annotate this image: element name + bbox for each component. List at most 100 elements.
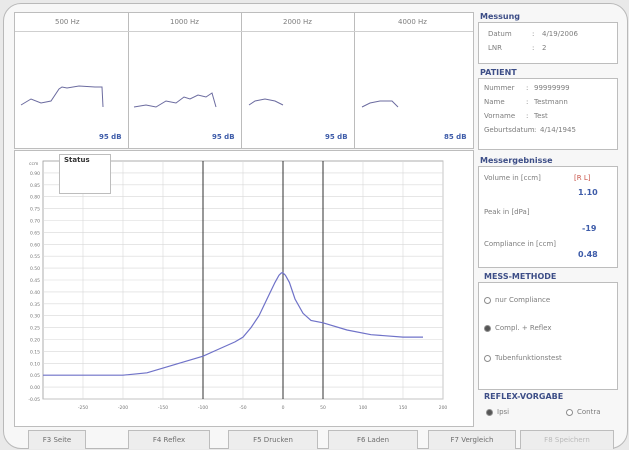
radio-label: Tubenfunktionstest [495,354,562,362]
reflex-db-value: 85 dB [444,133,467,141]
f7-vergleich-button[interactable]: F7 Vergleich [428,430,516,449]
radio-label: Compl. + Reflex [495,324,552,332]
y-tick-label: 0.60 [30,242,40,248]
radio-indicator [566,408,573,416]
volume-label: Volume in [ccm] [484,174,541,182]
radio-label: nur Compliance [495,296,551,304]
reflex-test-4000: 4000 Hz 85 dB [354,13,473,148]
x-tick-label: -50 [239,405,246,411]
y-tick-label: 0.45 [30,278,40,284]
reflex-curve [133,92,217,108]
x-tick-label: 200 [439,405,448,411]
y-tick-label: 0.20 [30,338,40,344]
y-tick-label: 0.05 [30,373,40,379]
reflex-freq-label: 1000 Hz [170,18,199,26]
nummer-value: 99999999 [534,84,570,92]
radio-label: Ipsi [497,408,510,416]
y-tick-label: 0.75 [30,207,40,213]
y-tick-label: -0.05 [28,397,40,403]
x-tick-label: 100 [359,405,368,411]
reflex-db-value: 95 dB [212,133,235,141]
radio-label: Contra [577,408,601,416]
tympanogram-chart: 0.90 0.85 0.80 0.75 0.70 0.65 0.60 0.55 0.50 0.45… [14,150,474,427]
x-tick-label: -100 [198,405,208,411]
nummer-label: Nummer [484,84,515,92]
datum-label: Datum [488,30,512,38]
volume-side-label: [R L] [574,174,591,182]
peak-label: Peak in [dPa] [484,208,530,216]
x-tick-label: -150 [158,405,168,411]
geburtsdatum-label: Geburtsdatum [484,126,535,134]
f8-speichern-button[interactable]: F8 Speichern [520,430,614,449]
reflex-vorgabe-panel: REFLEX-VORGABE Ipsi Contra [478,392,618,428]
f6-laden-button[interactable]: F6 Laden [328,430,418,449]
datum-value: 4/19/2006 [542,30,578,38]
reflex-freq-label: 2000 Hz [283,18,312,26]
lnr-label: LNR [488,44,502,52]
radio-compl-reflex[interactable]: Compl. + Reflex [484,324,552,332]
radio-indicator [484,354,491,362]
y-tick-label: 0.70 [30,219,40,225]
radio-tubenfunktionstest[interactable]: Tubenfunktionstest [484,354,562,362]
lnr-value: 2 [542,44,547,52]
y-tick-label: 0.00 [30,385,40,391]
y-axis-label: ccm [29,162,38,167]
x-tick-label: -200 [118,405,128,411]
radio-ipsi[interactable]: Ipsi [486,408,509,416]
peak-value: -19 [582,224,597,233]
radio-indicator [484,324,491,332]
compliance-value: 0.48 [578,250,598,259]
reflex-db-value: 95 dB [99,133,122,141]
vorname-label: Vorname [484,112,516,120]
y-tick-label: 0.25 [30,326,40,332]
reflex-panel: 500 Hz 95 dB 1000 Hz 95 dB 2000 Hz 95 dB… [14,12,474,149]
f4-reflex-button[interactable]: F4 Reflex [128,430,210,449]
compliance-label: Compliance in [ccm] [484,240,557,248]
radio-contra[interactable]: Contra [566,408,601,416]
y-tick-label: 0.30 [30,314,40,320]
reflex-curve [20,85,104,108]
methode-panel: MESS-METHODE nur Compliance Compl. + Ref… [478,272,618,390]
x-tick-label: -250 [78,405,88,411]
y-tick-label: 0.55 [30,254,40,260]
reflex-db-value: 95 dB [325,133,348,141]
radio-nur-compliance[interactable]: nur Compliance [484,296,550,304]
y-tick-label: 0.10 [30,361,40,367]
f3-seite-button[interactable]: F3 Seite [28,430,86,449]
y-tick-label: 0.40 [30,290,40,296]
radio-indicator [486,408,493,416]
chart-svg: 0.90 0.85 0.80 0.75 0.70 0.65 0.60 0.55 0.50 0.45… [28,160,448,411]
y-tick-label: 0.15 [30,349,40,355]
results-title: Messergebnisse [480,156,553,165]
y-tick-label: 0.65 [30,230,40,236]
results-panel: Messergebnisse Volume in [ccm] [R L] 1.1… [478,156,618,268]
geburtsdatum-value: 4/14/1945 [540,126,576,134]
y-tick-label: 0.80 [30,195,40,201]
name-label: Name [484,98,505,106]
reflex-test-500: 500 Hz 95 dB [15,13,129,148]
reflex-test-1000: 1000 Hz 95 dB [128,13,242,148]
compliance-curve [43,272,423,376]
status-label: Status [64,156,90,164]
volume-value: 1.10 [578,188,598,197]
radio-indicator [484,296,491,304]
app-window: 500 Hz 95 dB 1000 Hz 95 dB 2000 Hz 95 dB… [3,3,628,449]
methode-title: MESS-METHODE [484,272,557,281]
reflex-test-2000: 2000 Hz 95 dB [241,13,355,148]
f5-drucken-button[interactable]: F5 Drucken [228,430,318,449]
x-tick-label: 0 [282,405,285,411]
name-value: Testmann [534,98,568,106]
status-box: Status [59,154,111,194]
x-tick-label: 50 [320,405,326,411]
messung-panel: Messung Datum : 4/19/2006 LNR : 2 [478,12,618,64]
y-tick-label: 0.85 [30,183,40,189]
reflex-freq-label: 4000 Hz [398,18,427,26]
reflex-curve [361,100,399,108]
reflex-curve [248,98,284,106]
y-tick-label: 0.90 [30,171,40,177]
y-tick-label: 0.35 [30,302,40,308]
x-tick-label: 150 [399,405,408,411]
patient-panel: PATIENT Nummer : 99999999 Name : Testman… [478,68,618,152]
messung-title: Messung [480,12,521,21]
reflex-freq-label: 500 Hz [55,18,80,26]
